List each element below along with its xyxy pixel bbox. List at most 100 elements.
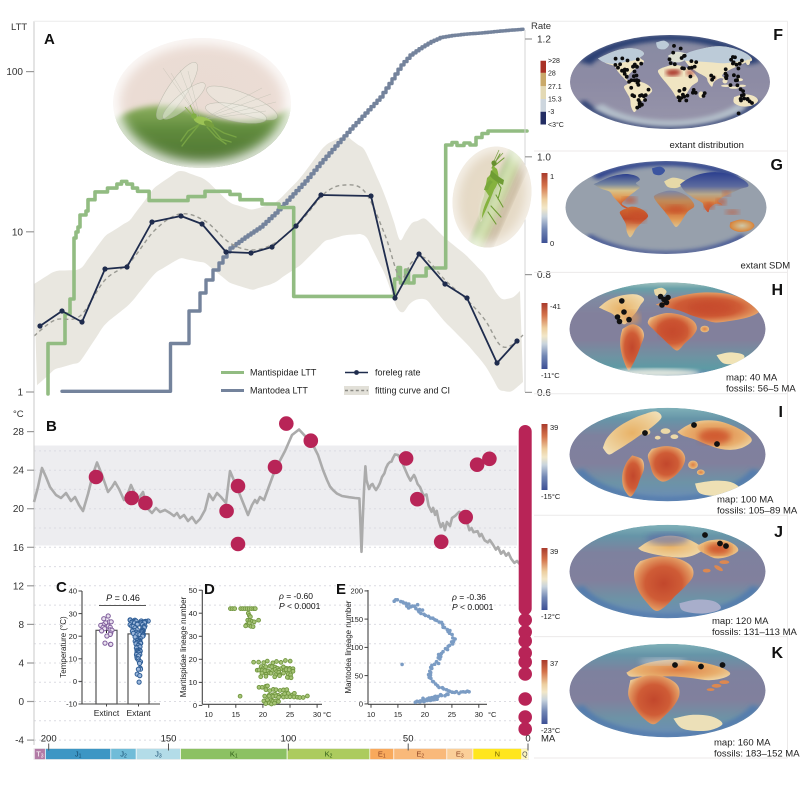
svg-text:A: A [44, 31, 55, 48]
svg-text:Mantispidae lineage number: Mantispidae lineage number [179, 596, 188, 697]
svg-text:extant SDM: extant SDM [741, 261, 791, 272]
svg-text:50: 50 [403, 734, 414, 745]
svg-text:150: 150 [161, 734, 177, 745]
svg-text:0: 0 [359, 700, 363, 709]
svg-text:-10: -10 [66, 700, 77, 709]
svg-text:0.8: 0.8 [537, 270, 551, 281]
svg-text:G: G [771, 157, 783, 174]
svg-text:30: 30 [313, 710, 321, 719]
svg-text:J2: J2 [120, 750, 127, 760]
svg-text:20: 20 [189, 655, 197, 664]
svg-text:37: 37 [550, 659, 558, 668]
svg-text:10: 10 [69, 655, 77, 664]
svg-text:>28: >28 [548, 58, 560, 65]
svg-text:H: H [771, 282, 783, 299]
svg-text:LTT: LTT [11, 22, 27, 33]
svg-text:30: 30 [69, 609, 77, 618]
svg-text:Mantodea LTT: Mantodea LTT [250, 386, 308, 396]
svg-text:12: 12 [13, 581, 25, 592]
svg-text:D: D [204, 581, 215, 598]
svg-text:-23°C: -23°C [541, 726, 561, 735]
svg-text:E2: E2 [416, 750, 424, 760]
svg-text:27.1: 27.1 [548, 84, 562, 91]
svg-text:map: 120 MA: map: 120 MA [712, 616, 769, 627]
svg-text:200: 200 [350, 587, 363, 596]
svg-text:°C: °C [13, 409, 24, 420]
svg-text:30: 30 [475, 710, 483, 719]
svg-text:J1: J1 [75, 750, 82, 760]
svg-text:K2: K2 [325, 750, 333, 760]
svg-text:150: 150 [350, 615, 363, 624]
svg-text:50: 50 [189, 586, 197, 595]
svg-text:10: 10 [189, 678, 197, 687]
svg-text:fossils: 131–113 MA: fossils: 131–113 MA [712, 627, 798, 638]
svg-text:F: F [773, 27, 783, 44]
svg-text:15: 15 [394, 710, 402, 719]
svg-text:P < 0.0001: P < 0.0001 [279, 601, 321, 611]
svg-text:fossils: 105–89 MA: fossils: 105–89 MA [717, 506, 798, 517]
svg-text:0: 0 [193, 701, 197, 710]
svg-text:°C: °C [323, 710, 332, 719]
svg-text:20: 20 [259, 710, 267, 719]
svg-text:P < 0.0001: P < 0.0001 [452, 602, 494, 612]
svg-text:fossils: 183–152 MA: fossils: 183–152 MA [714, 749, 800, 760]
svg-text:T3: T3 [36, 750, 44, 760]
svg-text:15: 15 [232, 710, 240, 719]
svg-text:-4: -4 [15, 736, 24, 747]
svg-text:1.0: 1.0 [537, 152, 551, 163]
svg-text:C: C [56, 579, 67, 596]
svg-text:Mantodea lineage number: Mantodea lineage number [344, 600, 353, 693]
svg-text:0: 0 [18, 697, 24, 708]
svg-text:1: 1 [550, 172, 554, 181]
svg-text:-3: -3 [548, 109, 554, 116]
svg-text:20: 20 [421, 710, 429, 719]
svg-text:Mantispidae LTT: Mantispidae LTT [250, 368, 317, 378]
svg-text:-11°C: -11°C [541, 371, 560, 380]
svg-text:10: 10 [205, 710, 213, 719]
svg-text:B: B [46, 418, 57, 435]
svg-text:15.3: 15.3 [548, 97, 562, 104]
svg-text:-41: -41 [550, 302, 561, 311]
svg-text:24: 24 [13, 466, 25, 477]
svg-text:fitting curve and CI: fitting curve and CI [375, 386, 450, 396]
svg-text:map: 100 MA: map: 100 MA [717, 495, 774, 506]
svg-text:50: 50 [355, 671, 363, 680]
svg-text:foreleg rate: foreleg rate [375, 368, 421, 378]
svg-text:39: 39 [550, 423, 558, 432]
svg-text:100: 100 [6, 67, 23, 78]
svg-text:P = 0.46: P = 0.46 [106, 593, 140, 603]
svg-text:0: 0 [550, 239, 554, 248]
svg-text:K: K [771, 645, 783, 662]
svg-text:10: 10 [367, 710, 375, 719]
svg-text:Temperature (°C): Temperature (°C) [59, 616, 68, 678]
svg-text:-15°C: -15°C [541, 492, 561, 501]
svg-text:0: 0 [525, 734, 530, 745]
svg-text:30: 30 [189, 632, 197, 641]
svg-text:4: 4 [18, 659, 24, 670]
svg-text:Extinct: Extinct [94, 708, 120, 718]
svg-text:-12°C: -12°C [541, 612, 561, 621]
svg-text:N: N [495, 750, 500, 759]
svg-text:10: 10 [12, 227, 24, 238]
svg-text:25: 25 [448, 710, 456, 719]
svg-text:fossils: 56–5 MA: fossils: 56–5 MA [726, 384, 796, 395]
svg-text:map: 160 MA: map: 160 MA [714, 738, 771, 749]
svg-text:40: 40 [69, 587, 77, 596]
svg-text:Rate: Rate [531, 21, 551, 32]
svg-text:MA: MA [541, 734, 556, 745]
svg-text:ρ = -0.60: ρ = -0.60 [278, 591, 313, 601]
svg-text:J: J [774, 524, 783, 541]
svg-text:200: 200 [41, 734, 57, 745]
svg-text:100: 100 [350, 643, 363, 652]
svg-text:°C: °C [488, 710, 497, 719]
svg-text:8: 8 [18, 620, 24, 631]
svg-text:Q: Q [522, 752, 528, 759]
svg-text:39: 39 [550, 547, 558, 556]
svg-text:20: 20 [69, 632, 77, 641]
svg-text:20: 20 [13, 504, 25, 515]
svg-text:25: 25 [286, 710, 294, 719]
svg-text:extant distribution: extant distribution [670, 140, 744, 151]
svg-text:K1: K1 [230, 750, 238, 760]
svg-text:E1: E1 [378, 750, 386, 760]
svg-text:J3: J3 [155, 750, 162, 760]
